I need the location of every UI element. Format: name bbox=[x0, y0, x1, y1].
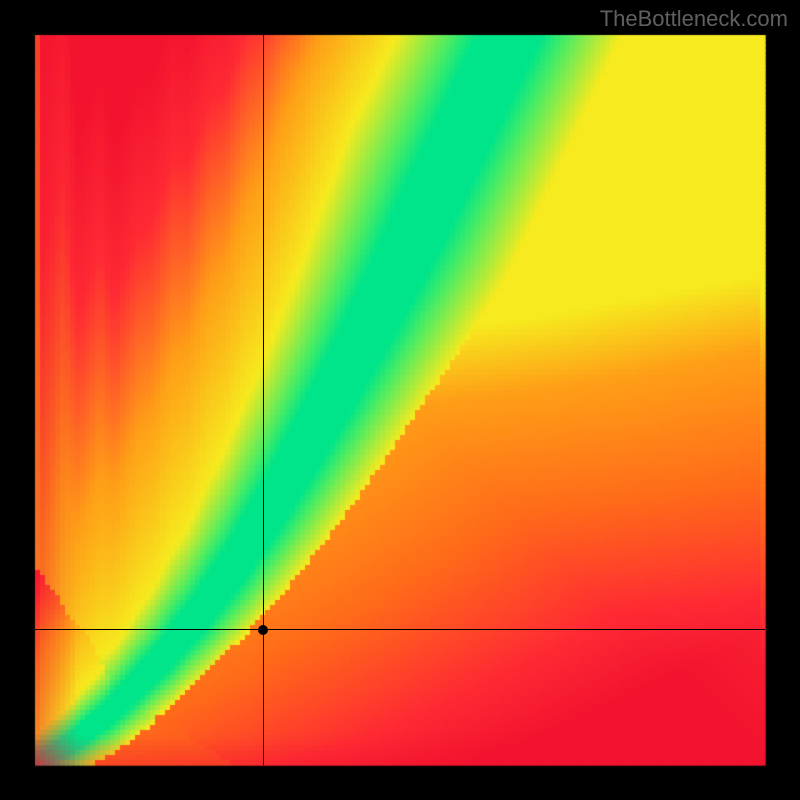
plot-frame bbox=[0, 0, 800, 800]
crosshair-marker bbox=[258, 625, 268, 635]
crosshair-horizontal bbox=[35, 629, 765, 630]
chart-container: TheBottleneck.com bbox=[0, 0, 800, 800]
watermark-text: TheBottleneck.com bbox=[600, 6, 788, 32]
heatmap-canvas bbox=[0, 0, 800, 800]
crosshair-vertical bbox=[263, 35, 264, 765]
